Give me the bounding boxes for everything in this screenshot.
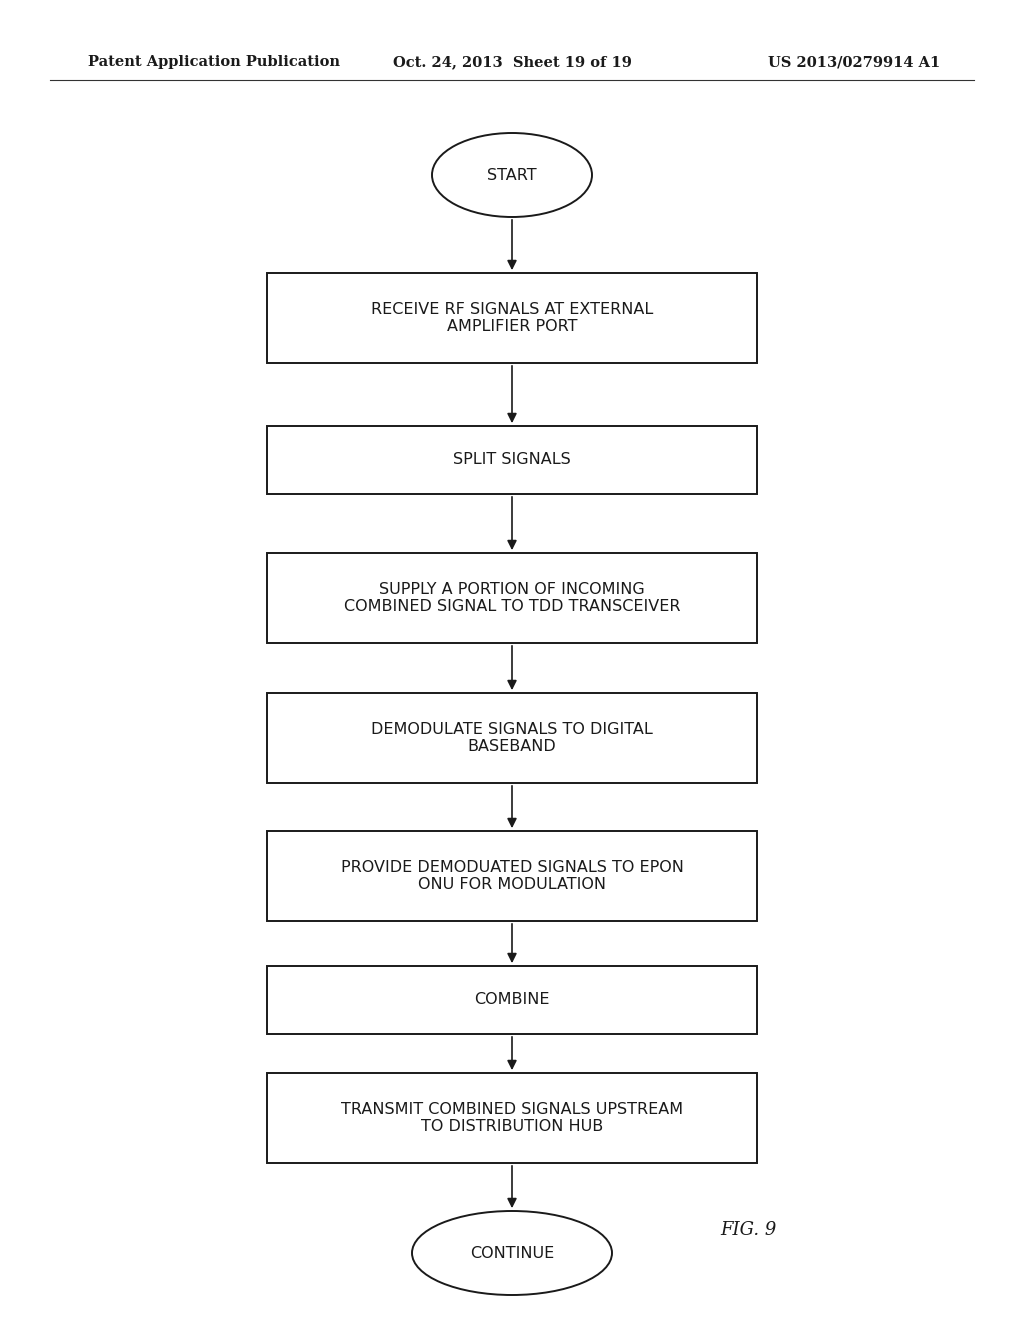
Text: SPLIT SIGNALS: SPLIT SIGNALS bbox=[454, 453, 570, 467]
Bar bbox=[267, 273, 757, 363]
Text: Patent Application Publication: Patent Application Publication bbox=[88, 55, 340, 69]
Text: START: START bbox=[487, 168, 537, 182]
Bar bbox=[267, 966, 757, 1034]
Text: COMBINE: COMBINE bbox=[474, 993, 550, 1007]
Text: SUPPLY A PORTION OF INCOMING
COMBINED SIGNAL TO TDD TRANSCEIVER: SUPPLY A PORTION OF INCOMING COMBINED SI… bbox=[344, 582, 680, 614]
Bar bbox=[267, 832, 757, 921]
Text: PROVIDE DEMODUATED SIGNALS TO EPON
ONU FOR MODULATION: PROVIDE DEMODUATED SIGNALS TO EPON ONU F… bbox=[341, 859, 683, 892]
Bar bbox=[267, 693, 757, 783]
Text: DEMODULATE SIGNALS TO DIGITAL
BASEBAND: DEMODULATE SIGNALS TO DIGITAL BASEBAND bbox=[371, 722, 653, 754]
Bar bbox=[267, 553, 757, 643]
Text: FIG. 9: FIG. 9 bbox=[720, 1221, 776, 1239]
Bar bbox=[267, 426, 757, 494]
Text: TRANSMIT COMBINED SIGNALS UPSTREAM
TO DISTRIBUTION HUB: TRANSMIT COMBINED SIGNALS UPSTREAM TO DI… bbox=[341, 1102, 683, 1134]
Text: CONTINUE: CONTINUE bbox=[470, 1246, 554, 1261]
Ellipse shape bbox=[412, 1210, 612, 1295]
Text: Oct. 24, 2013  Sheet 19 of 19: Oct. 24, 2013 Sheet 19 of 19 bbox=[392, 55, 632, 69]
Bar bbox=[267, 1073, 757, 1163]
Ellipse shape bbox=[432, 133, 592, 216]
Text: RECEIVE RF SIGNALS AT EXTERNAL
AMPLIFIER PORT: RECEIVE RF SIGNALS AT EXTERNAL AMPLIFIER… bbox=[371, 302, 653, 334]
Text: US 2013/0279914 A1: US 2013/0279914 A1 bbox=[768, 55, 940, 69]
